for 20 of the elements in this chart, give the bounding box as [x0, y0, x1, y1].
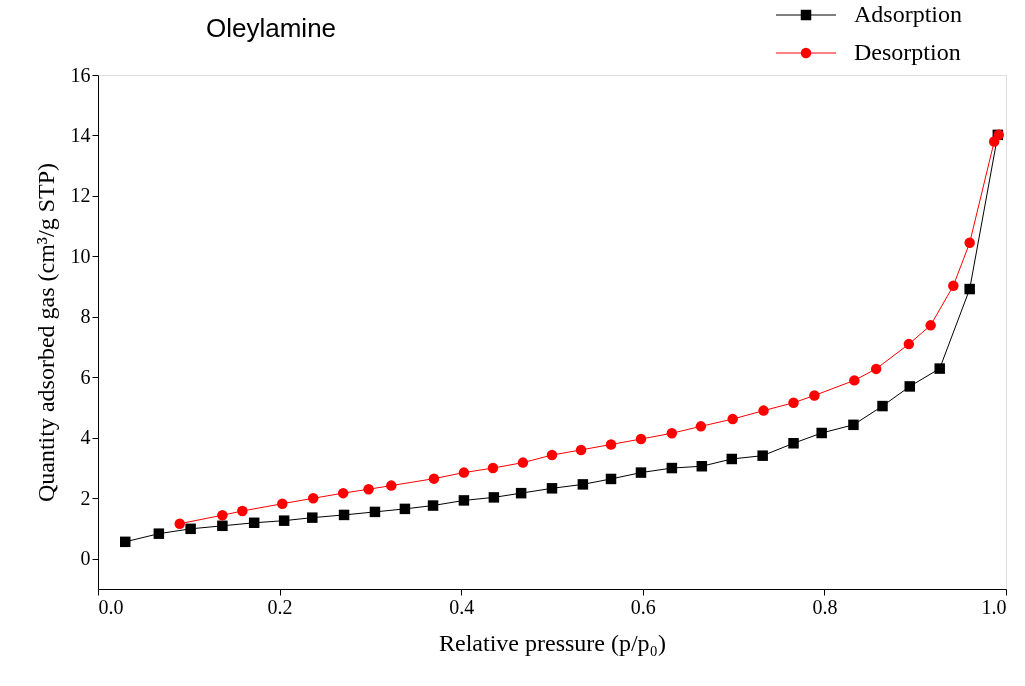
y-tick-label: 6 — [80, 365, 91, 388]
x-axis-title: Relative pressure (p/p₀) — [439, 629, 666, 656]
y-tick-label: 16 — [70, 63, 91, 86]
y-axis-title: Quantity adsorbed gas (cm³/g STP) — [32, 162, 59, 503]
x-tick-label: 0.0 — [98, 595, 124, 618]
legend-label: Desorption — [854, 39, 961, 65]
y-tick-label: 12 — [70, 184, 91, 207]
y-tick-label: 4 — [80, 426, 91, 449]
x-tick-label: 0.4 — [449, 595, 475, 618]
x-tick-label: 1.0 — [981, 595, 1007, 618]
chart-title: Oleylamine — [206, 13, 337, 43]
y-tick-label: 0 — [80, 547, 91, 570]
x-tick-label: 0.2 — [267, 595, 293, 618]
x-tick-label: 0.6 — [630, 595, 656, 618]
x-tick-label: 0.8 — [812, 595, 838, 618]
y-tick-label: 8 — [80, 305, 91, 328]
y-tick-label: 14 — [70, 123, 91, 146]
y-tick-label: 2 — [80, 486, 91, 509]
legend-label: Adsorption — [854, 1, 962, 27]
y-tick-label: 10 — [70, 244, 91, 267]
